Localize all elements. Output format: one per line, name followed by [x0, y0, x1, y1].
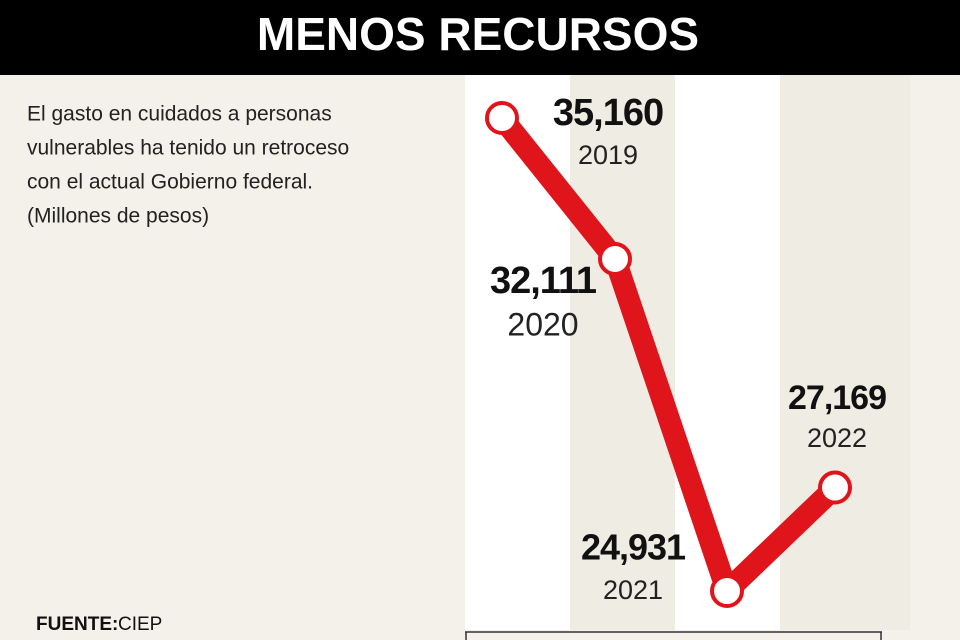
- value-label: 24,931: [581, 527, 686, 568]
- value-label: 32,111: [490, 260, 597, 302]
- subtitle-line: con el actual Gobierno federal.: [27, 171, 313, 194]
- column-band: [780, 75, 910, 630]
- value-label: 35,160: [553, 92, 663, 134]
- source: CIEP: [118, 614, 162, 635]
- point: [485, 101, 519, 135]
- point: [710, 574, 744, 608]
- category-label: 2019: [578, 140, 638, 170]
- point: [598, 241, 632, 276]
- subtitle-line: (Millones de pesos): [27, 205, 209, 228]
- category-label: 2021: [603, 575, 663, 605]
- column-band: [465, 75, 570, 630]
- chart-title: MENOS RECURSOS: [257, 8, 699, 60]
- category-label: 2020: [507, 306, 578, 342]
- value-label: 27,169: [788, 379, 886, 417]
- point: [818, 470, 852, 505]
- category-label: 2022: [807, 423, 867, 453]
- subtitle-line: El gasto en cuidados a personas: [27, 103, 332, 126]
- column-band: [675, 75, 780, 630]
- header-bar: [0, 0, 960, 75]
- line: [491, 107, 846, 602]
- subtitle-line: vulnerables ha tenido un retroceso: [27, 137, 349, 160]
- source-label: FUENTE:: [36, 614, 118, 635]
